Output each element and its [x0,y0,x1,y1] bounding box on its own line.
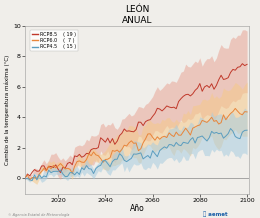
Y-axis label: Cambio de la temperatura máxima (°C): Cambio de la temperatura máxima (°C) [5,54,10,165]
Text: © Agencia Estatal de Meteorología: © Agencia Estatal de Meteorología [8,213,69,217]
Text: 🐦 aemet: 🐦 aemet [203,211,228,217]
Legend: RCP8.5    ( 19 ), RCP6.0    (  7 ), RCP4.5    ( 15 ): RCP8.5 ( 19 ), RCP6.0 ( 7 ), RCP4.5 ( 15… [30,30,79,51]
X-axis label: Año: Año [130,204,145,213]
Title: LEÓN
ANUAL: LEÓN ANUAL [122,5,153,25]
